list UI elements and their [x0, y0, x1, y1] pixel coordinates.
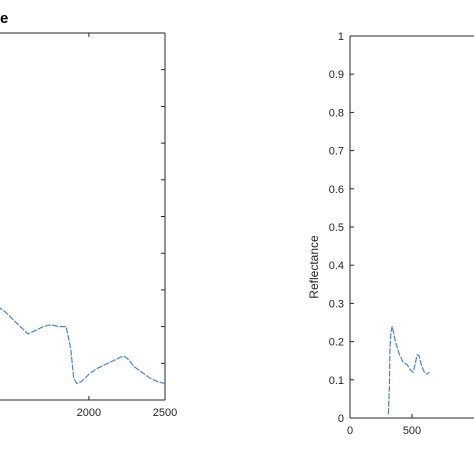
x-tick-label: 2000 [77, 407, 101, 419]
y-tick-label: 0.8 [329, 107, 344, 119]
left-chart: 2000 2500 e [0, 10, 177, 419]
series-line [0, 307, 166, 385]
y-tick-label: 0.9 [329, 69, 344, 81]
y-tick-label: 0 [338, 413, 344, 425]
chart-title: e [0, 10, 8, 27]
y-tick-label: 0.4 [329, 260, 344, 272]
y-tick-label: 0.1 [329, 375, 344, 387]
y-tick-label: 0.3 [329, 298, 344, 310]
right-chart: 0 0.1 0.2 0.3 0.4 0.5 0.6 0.7 0.8 0.9 1 0 500 Reflect… [307, 31, 474, 437]
x-tick-label: 2500 [153, 407, 177, 419]
y-axis-label: Reflectance [307, 235, 321, 299]
y-tick-label: 0.5 [329, 222, 344, 234]
y-tick-label: 0.2 [329, 337, 344, 349]
x-tick-label: 500 [403, 425, 421, 437]
series-line [387, 326, 430, 415]
x-tick-label: 0 [347, 425, 353, 437]
y-tick-label: 1 [338, 31, 344, 43]
y-tick-label: 0.6 [329, 184, 344, 196]
y-tick-label: 0.7 [329, 146, 344, 158]
